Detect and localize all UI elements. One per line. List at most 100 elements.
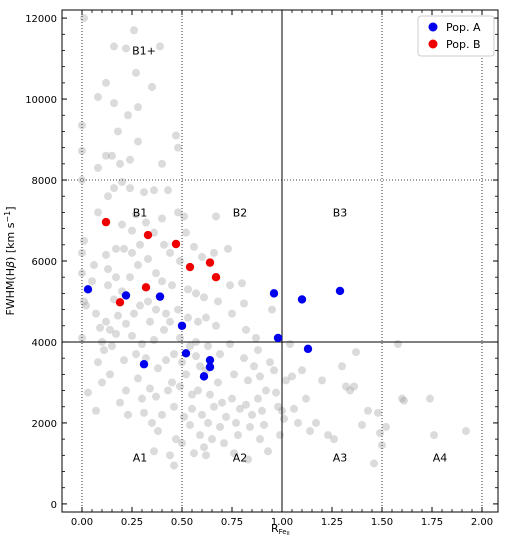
- pop-a-point: [335, 286, 345, 296]
- background-point: [112, 244, 120, 253]
- background-point: [78, 146, 86, 155]
- background-point: [146, 317, 154, 326]
- x-axis-label: RFeII: [271, 522, 290, 537]
- background-point: [158, 214, 166, 223]
- background-point: [164, 386, 172, 395]
- background-point: [242, 400, 250, 409]
- background-point: [130, 309, 138, 318]
- background-point: [90, 261, 98, 270]
- background-point: [208, 435, 216, 444]
- background-point: [220, 439, 228, 448]
- background-point: [218, 398, 226, 407]
- background-point: [122, 44, 130, 53]
- background-point: [128, 331, 136, 340]
- background-point: [462, 427, 470, 436]
- background-point: [146, 384, 154, 393]
- background-point: [100, 346, 108, 355]
- background-point: [170, 350, 178, 359]
- background-point: [144, 297, 152, 306]
- background-point: [290, 404, 298, 413]
- background-point: [202, 451, 210, 460]
- background-point: [158, 277, 166, 286]
- background-point: [230, 449, 238, 458]
- y-tick-label: 2000: [32, 419, 57, 430]
- background-point: [240, 354, 248, 363]
- background-point: [156, 42, 164, 51]
- background-point: [262, 386, 270, 395]
- background-point: [426, 394, 434, 403]
- background-point: [264, 447, 272, 456]
- background-point: [94, 93, 102, 102]
- axis-ticks: 0.00 0.25 0.50 0.75 1.00 1.25 1.50 1.75 2.00 0 200…: [25, 10, 498, 528]
- background-point: [192, 289, 200, 298]
- pop-a-point: [303, 344, 313, 354]
- background-point: [200, 293, 208, 302]
- background-point: [350, 382, 358, 391]
- background-point: [94, 163, 102, 172]
- background-point: [128, 226, 136, 235]
- background-point: [114, 127, 122, 136]
- background-points-layer: [78, 14, 470, 470]
- legend-label-pop-a: Pop. A: [446, 21, 481, 34]
- background-point: [244, 455, 252, 464]
- pop-b-point: [141, 283, 151, 292]
- background-point: [120, 356, 128, 365]
- background-point: [210, 248, 218, 257]
- y-axis-label: FWHM(Hβ) [km s−1]: [3, 206, 17, 315]
- background-point: [394, 339, 402, 348]
- background-point: [94, 208, 102, 217]
- pop-b-point: [185, 262, 195, 272]
- region-label: B1: [133, 206, 148, 219]
- background-point: [188, 404, 196, 413]
- background-point: [268, 305, 276, 314]
- background-point: [306, 427, 314, 436]
- background-point: [342, 382, 350, 391]
- background-point: [132, 350, 140, 359]
- background-point: [154, 364, 162, 373]
- background-point: [226, 339, 234, 348]
- background-point: [398, 394, 406, 403]
- pop-a-point: [83, 285, 93, 294]
- background-point: [120, 244, 128, 253]
- background-point: [172, 131, 180, 140]
- background-point: [280, 414, 288, 423]
- background-point: [174, 143, 182, 152]
- background-point: [252, 333, 260, 342]
- background-point: [158, 159, 166, 168]
- background-point: [136, 301, 144, 310]
- background-point: [132, 210, 140, 219]
- background-point: [176, 382, 184, 391]
- background-point: [122, 319, 130, 328]
- pop-b-point: [205, 258, 215, 267]
- background-point: [110, 184, 118, 193]
- background-point: [376, 429, 384, 438]
- background-point: [92, 406, 100, 415]
- pop-a-point: [199, 372, 209, 381]
- background-point: [166, 317, 174, 326]
- background-point: [152, 392, 160, 401]
- background-point: [140, 188, 148, 197]
- background-point: [104, 192, 112, 201]
- x-tick-label: 1.50: [371, 517, 393, 528]
- background-point: [228, 309, 236, 318]
- background-point: [82, 301, 90, 310]
- legend-marker-pop-b: [428, 39, 438, 49]
- background-point: [172, 435, 180, 444]
- background-point: [78, 248, 86, 257]
- region-label: B1+: [132, 45, 156, 58]
- background-point: [248, 410, 256, 419]
- region-label: A3: [333, 451, 348, 464]
- background-point: [254, 346, 262, 355]
- region-dividers: [62, 10, 498, 512]
- x-tick-label: 0.00: [71, 517, 93, 528]
- pop-a-point: [269, 289, 279, 298]
- background-point: [160, 240, 168, 249]
- background-point: [126, 184, 134, 193]
- background-point: [430, 431, 438, 440]
- background-point: [110, 42, 118, 51]
- background-point: [226, 281, 234, 290]
- background-point: [84, 388, 92, 397]
- background-point: [136, 240, 144, 249]
- background-point: [102, 250, 110, 259]
- legend-label-pop-b: Pop. B: [446, 38, 481, 51]
